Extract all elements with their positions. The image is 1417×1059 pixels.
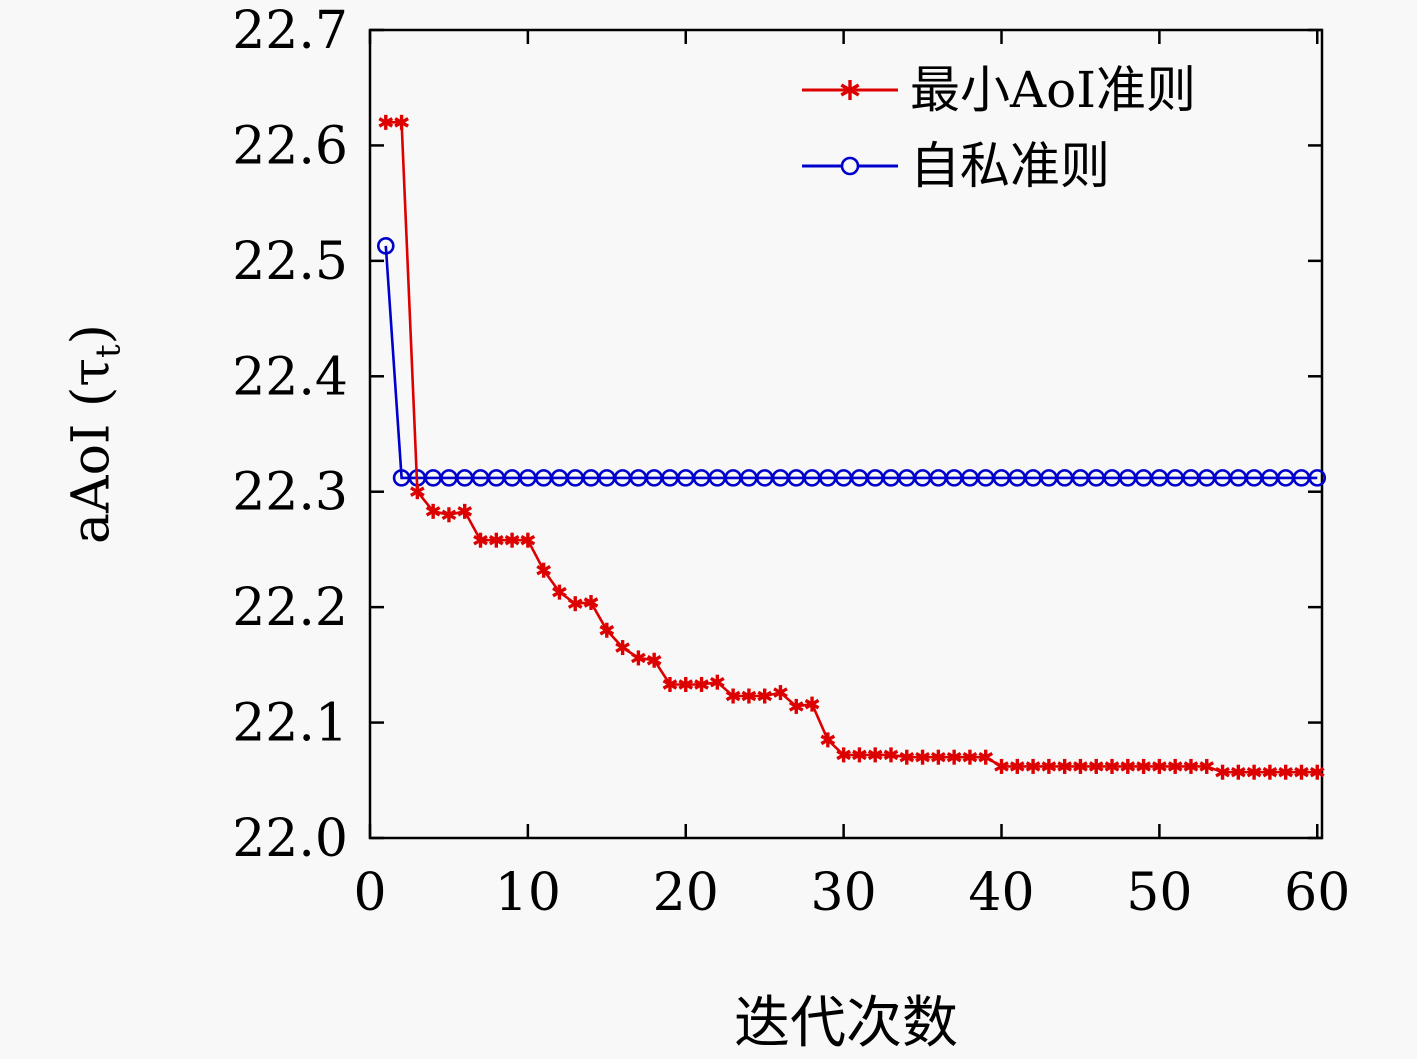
x-tick-label: 40 [968, 863, 1034, 923]
y-tick-label: 22.2 [232, 578, 348, 638]
marker-asterisk [488, 532, 504, 548]
y-axis-label-text: aAoI (τ [61, 357, 122, 544]
marker-asterisk [1278, 764, 1294, 780]
marker-circle [376, 237, 395, 255]
marker-asterisk [994, 758, 1009, 774]
marker-asterisk [820, 732, 836, 748]
x-axis-label: 迭代次数 [734, 991, 958, 1056]
marker-asterisk [1246, 764, 1262, 780]
y-tick-label: 22.0 [232, 809, 348, 869]
marker-asterisk [725, 688, 741, 704]
x-tick-label: 30 [811, 863, 877, 923]
marker-asterisk [1294, 764, 1309, 780]
marker-asterisk [1199, 758, 1215, 774]
marker-asterisk [1057, 758, 1073, 774]
y-tick-label: 22.7 [232, 1, 348, 61]
marker-asterisk [410, 484, 425, 500]
series-line-1 [384, 245, 1318, 480]
marker-asterisk [1025, 758, 1041, 774]
legend-marker-circle-icon [802, 156, 898, 176]
marker-asterisk [520, 532, 536, 548]
x-tick-label: 50 [1126, 863, 1192, 923]
x-tick-label: 0 [353, 863, 386, 923]
legend-label-selfish: 自私准则 [910, 137, 1110, 195]
marker-asterisk [883, 747, 899, 763]
marker-asterisk [1309, 764, 1325, 780]
series-line-0 [385, 121, 1318, 774]
legend-label-min-aoi: 最小AoI准则 [910, 61, 1196, 119]
y-tick-label: 22.3 [232, 463, 348, 523]
marker-asterisk [1230, 764, 1246, 780]
legend-item-selfish: 自私准则 [800, 136, 1196, 196]
marker-asterisk [1215, 764, 1230, 780]
legend-item-min-aoi: 最小AoI准则 [800, 60, 1196, 120]
marker-asterisk [615, 640, 630, 656]
legend: 最小AoI准则 自私准则 [800, 60, 1196, 196]
marker-asterisk [1152, 758, 1167, 774]
marker-asterisk [552, 584, 567, 600]
marker-asterisk [1104, 758, 1120, 774]
marker-asterisk [757, 688, 773, 704]
y-tick-label: 22.5 [232, 232, 348, 292]
y-tick-label: 22.4 [232, 347, 348, 407]
marker-asterisk [425, 503, 441, 519]
x-tick-label: 60 [1284, 863, 1350, 923]
marker-asterisk [867, 747, 883, 763]
legend-marker-asterisk-icon [802, 80, 898, 100]
marker-asterisk [1120, 758, 1136, 774]
marker-asterisk [931, 749, 946, 765]
marker-asterisk [473, 532, 488, 548]
marker-asterisk [1073, 758, 1088, 774]
marker-asterisk [741, 688, 757, 704]
marker-asterisk [1262, 764, 1278, 780]
x-tick-label: 20 [653, 863, 719, 923]
marker-asterisk [662, 676, 678, 692]
marker-asterisk [457, 503, 473, 519]
y-axis-label-subscript: t [88, 344, 129, 358]
marker-asterisk [836, 747, 851, 763]
marker-asterisk [504, 532, 520, 548]
marker-asterisk [915, 749, 930, 765]
marker-asterisk [536, 562, 552, 578]
marker-asterisk [773, 685, 788, 701]
marker-asterisk [1167, 758, 1183, 774]
marker-asterisk [978, 749, 994, 765]
marker-asterisk [583, 595, 599, 611]
marker-asterisk [899, 749, 915, 765]
y-tick-label: 22.6 [232, 116, 348, 176]
marker-circle [1308, 469, 1327, 487]
marker-asterisk [804, 696, 820, 712]
marker-asterisk [631, 650, 646, 666]
marker-asterisk [1183, 758, 1199, 774]
marker-asterisk [678, 676, 694, 692]
x-tick-label: 10 [495, 863, 561, 923]
marker-asterisk [788, 698, 804, 714]
marker-asterisk [1041, 758, 1057, 774]
marker-asterisk [1088, 758, 1104, 774]
y-axis-label-close: ) [61, 324, 122, 345]
y-axis-label: aAoI (τt) [61, 324, 128, 544]
marker-asterisk [599, 622, 615, 638]
marker-asterisk [646, 652, 662, 668]
marker-asterisk [946, 749, 962, 765]
marker-asterisk [1009, 758, 1025, 774]
marker-asterisk [378, 114, 394, 130]
marker-asterisk [1136, 758, 1151, 774]
marker-asterisk [694, 676, 709, 692]
marker-asterisk [567, 596, 583, 612]
marker-asterisk [709, 674, 725, 690]
marker-asterisk [962, 749, 978, 765]
marker-asterisk [441, 507, 457, 523]
plot-border [368, 28, 1324, 840]
y-tick-label: 22.1 [232, 694, 348, 754]
marker-asterisk [394, 114, 409, 130]
marker-asterisk [852, 747, 867, 763]
